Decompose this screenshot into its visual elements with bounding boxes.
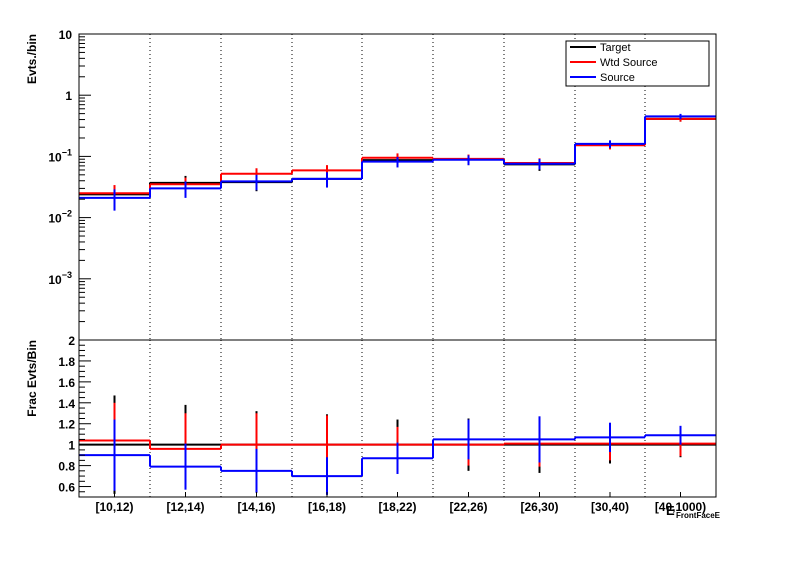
y-tick-label: 0.8 xyxy=(58,460,75,474)
y-tick-label: 10 xyxy=(59,28,73,42)
bottom-y-axis-label: Frac Evts/Bin xyxy=(25,340,39,417)
x-axis-title-subscript: FrontFaceE xyxy=(676,511,721,520)
y-tick-label: 1 xyxy=(65,89,72,103)
x-tick-label: [22,26) xyxy=(449,500,487,514)
top-series xyxy=(79,113,716,211)
y-tick-label: 2 xyxy=(68,334,75,348)
y-tick-label: 10−3 xyxy=(48,270,72,287)
bottom-panel: 0.6 0.8 1 1.2 1.4 1.6 1.8 2 [10,12) [12,14) [14,16… xyxy=(25,334,721,520)
y-tick-label: 1 xyxy=(68,439,75,453)
series-source xyxy=(79,416,716,495)
x-tick-label: [30,40) xyxy=(591,500,629,514)
x-axis-title: E xyxy=(666,503,675,518)
x-tick-label: [40,1000) xyxy=(655,500,706,514)
x-axis-label: E FrontFaceE xyxy=(666,503,721,520)
y-tick-label: 1.2 xyxy=(58,418,75,432)
y-tick-label: 10−2 xyxy=(48,209,72,226)
legend-label: Source xyxy=(600,72,635,84)
x-tick-label: [12,14) xyxy=(166,500,204,514)
legend-box xyxy=(565,40,710,87)
bottom-axes: 0.6 0.8 1 1.2 1.4 1.6 1.8 2 [10,12) [12,14) [14,16… xyxy=(58,334,717,514)
x-tick-label: [14,16) xyxy=(237,500,275,514)
x-tick-label: [16,18) xyxy=(308,500,346,514)
top-y-axis-label: Evts./bin xyxy=(25,34,39,84)
y-tick-label: 1.6 xyxy=(58,376,75,390)
bottom-series xyxy=(79,395,716,495)
y-tick-label: 0.6 xyxy=(58,481,75,495)
series-source xyxy=(79,113,716,211)
y-tick-label: 1.4 xyxy=(58,397,75,411)
legend-label: Target xyxy=(600,42,631,54)
x-tick-label: [18,22) xyxy=(378,500,416,514)
legend: Target Wtd Source Source xyxy=(565,40,710,87)
top-panel: 10 1 10−1 10−2 10−3 Target Wtd Source Source E… xyxy=(25,28,717,341)
y-tick-label: 10−1 xyxy=(48,147,72,164)
x-tick-label: [10,12) xyxy=(95,500,133,514)
y-tick-label: 1.8 xyxy=(58,355,75,369)
legend-label: Wtd Source xyxy=(600,57,657,69)
x-tick-label: [26,30) xyxy=(520,500,558,514)
